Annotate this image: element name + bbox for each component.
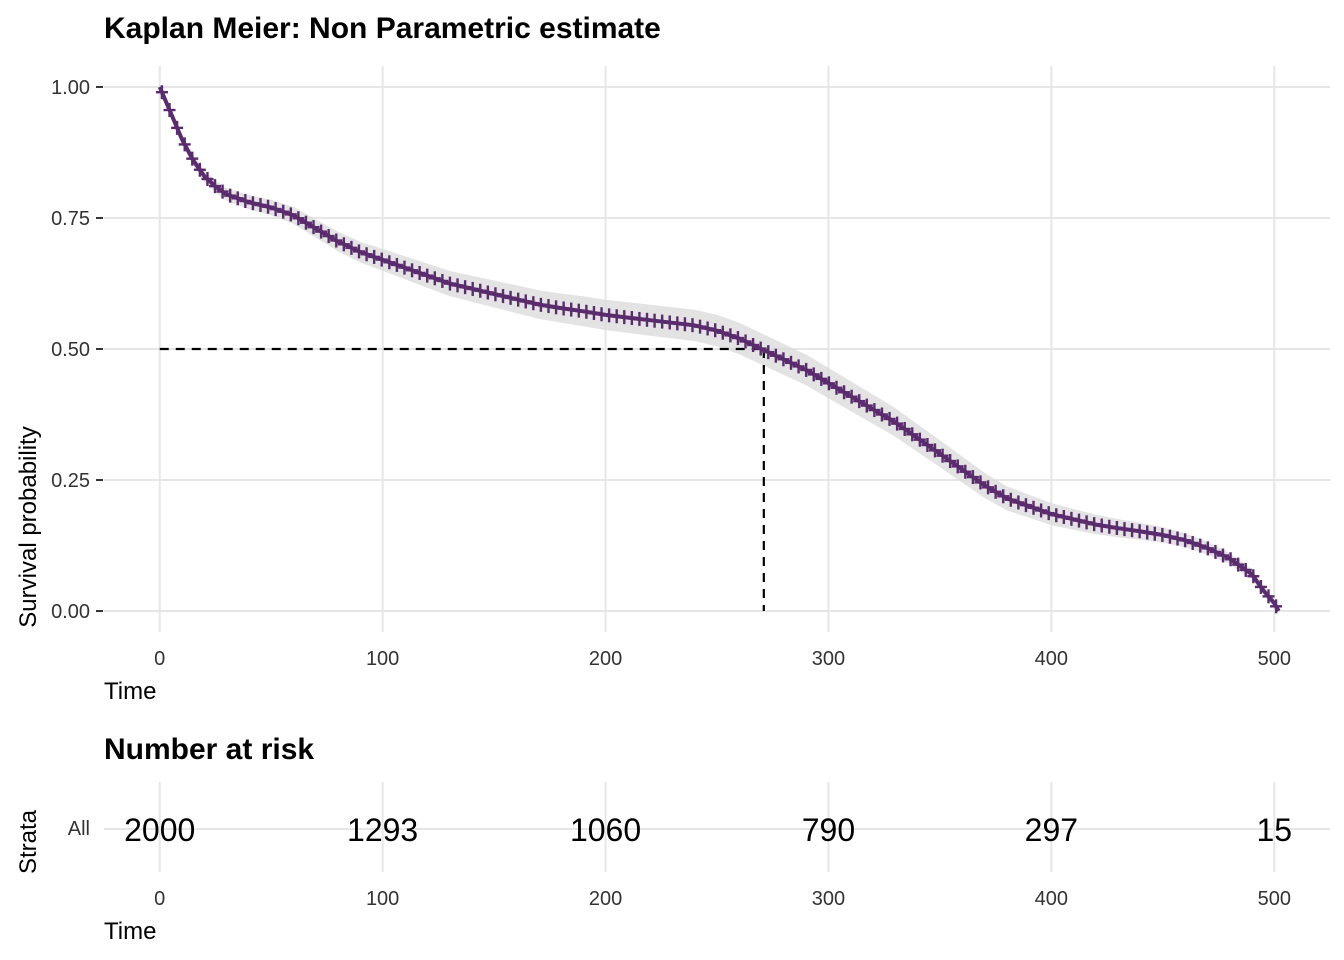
- risk-value: 297: [1025, 812, 1078, 848]
- risk-table-gridlines: [104, 782, 1330, 872]
- risk-table-y-title: Strata: [15, 809, 42, 874]
- x-tick-label: 400: [1035, 648, 1068, 670]
- y-tick-label: 0.50: [51, 339, 90, 361]
- risk-x-tick-label: 200: [589, 888, 622, 910]
- risk-x-tick-label: 400: [1035, 888, 1068, 910]
- risk-x-tick-label: 0: [154, 888, 165, 910]
- y-tick-label: 0.00: [51, 601, 90, 623]
- risk-value: 15: [1256, 812, 1292, 848]
- chart-title: Kaplan Meier: Non Parametric estimate: [104, 12, 661, 45]
- risk-value: 2000: [124, 812, 195, 848]
- y-tick-label: 1.00: [51, 77, 90, 99]
- risk-table-ticks: 0 100 200 300 400 500 All: [68, 818, 1291, 910]
- risk-table-title: Number at risk: [104, 733, 314, 766]
- risk-x-tick-label: 500: [1258, 888, 1291, 910]
- y-tick-label: 0.25: [51, 470, 90, 492]
- risk-table-x-title: Time: [104, 918, 156, 945]
- risk-x-tick-label: 300: [812, 888, 845, 910]
- censor-marks: [155, 85, 1283, 614]
- median-survival-lines: [159, 347, 765, 612]
- x-tick-label: 100: [366, 648, 399, 670]
- risk-value: 1060: [570, 812, 641, 848]
- risk-value: 1293: [347, 812, 418, 848]
- y-axis-title: Survival probability: [15, 426, 42, 627]
- main-plot-ticks: 0.00 0.25 0.50 0.75 1.00 0 100 200 300 400 500: [51, 77, 1291, 670]
- x-tick-label: 0: [154, 648, 165, 670]
- x-tick-label: 500: [1258, 648, 1291, 670]
- risk-table-values: 2000 1293 1060 790 297 15: [124, 812, 1292, 848]
- risk-value: 790: [802, 812, 855, 848]
- x-axis-title: Time: [104, 678, 156, 705]
- x-tick-label: 300: [812, 648, 845, 670]
- x-tick-label: 200: [589, 648, 622, 670]
- strata-label: All: [68, 818, 90, 840]
- risk-x-tick-label: 100: [366, 888, 399, 910]
- y-tick-label: 0.75: [51, 208, 90, 230]
